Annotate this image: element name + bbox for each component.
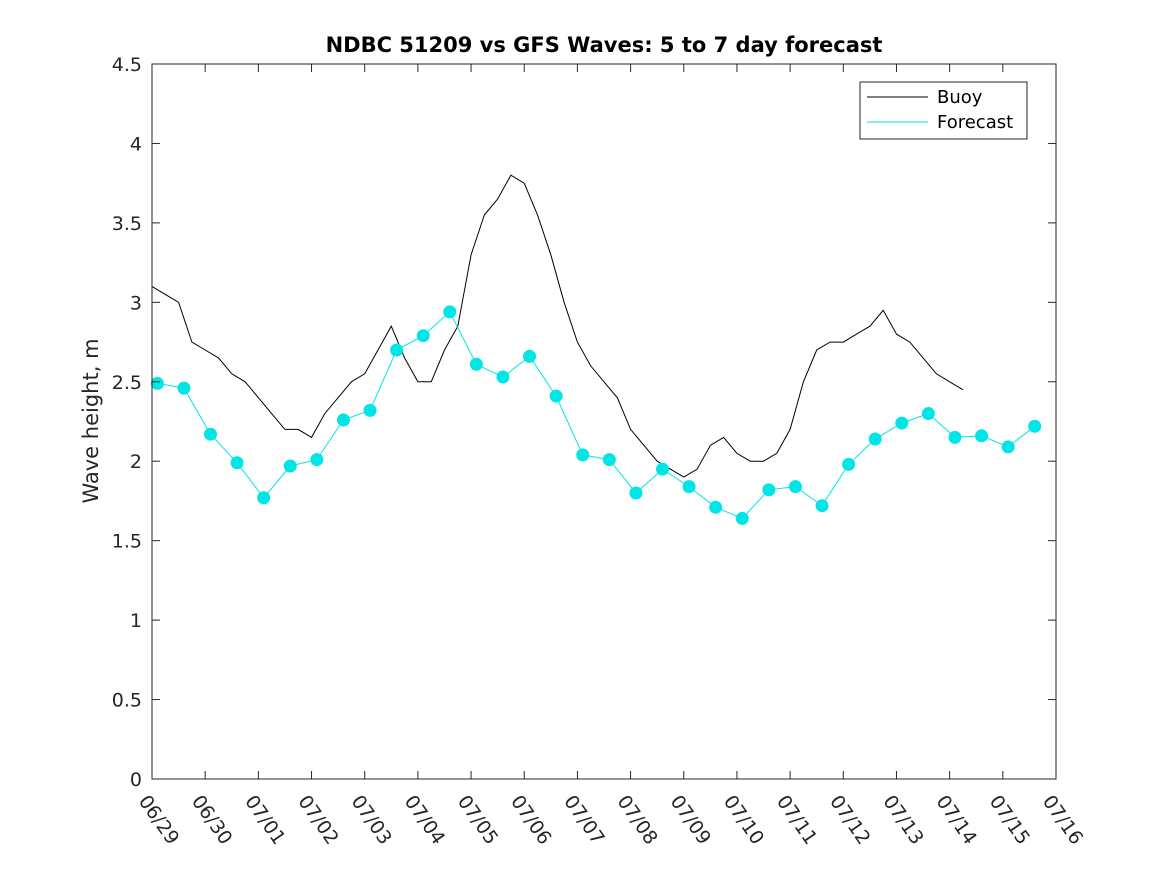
forecast-point (576, 448, 590, 462)
forecast-point (868, 432, 882, 446)
series-line-forecast (157, 311, 1036, 519)
forecast-point (230, 456, 244, 470)
forecast-point (975, 429, 989, 443)
forecast-point (735, 511, 749, 525)
forecast-point (523, 349, 537, 363)
forecast-point (257, 491, 271, 505)
y-tick-label: 1.5 (112, 531, 142, 553)
series-line-buoy (151, 174, 964, 478)
forecast-point (177, 381, 191, 395)
y-tick-label: 2.5 (112, 372, 142, 394)
forecast-point (842, 457, 856, 471)
y-axis-label: Wave height, m (79, 338, 103, 503)
legend-label-forecast: Forecast (937, 112, 1013, 133)
forecast-point (150, 376, 164, 390)
y-tick-label: 3.5 (112, 213, 142, 235)
legend-box (859, 81, 1028, 140)
forecast-point (921, 407, 935, 421)
forecast-point (283, 459, 297, 473)
y-tick-label: 1 (130, 610, 142, 632)
forecast-point (709, 500, 723, 514)
forecast-point (416, 329, 430, 343)
forecast-point (629, 486, 643, 500)
forecast-point (1001, 440, 1015, 454)
forecast-point (895, 416, 909, 430)
forecast-point (788, 480, 802, 494)
forecast-point (443, 305, 457, 319)
plot-area (152, 64, 1056, 779)
y-tick-label: 0.5 (112, 690, 142, 712)
forecast-point (602, 453, 616, 467)
y-tick-label: 0 (130, 769, 142, 791)
forecast-point (655, 462, 669, 476)
forecast-point (390, 343, 404, 357)
forecast-point (1028, 419, 1042, 433)
y-tick-label: 2 (130, 451, 142, 473)
y-tick-label: 4.5 (112, 54, 142, 76)
forecast-point (310, 453, 324, 467)
legend-label-buoy: Buoy (937, 87, 983, 108)
forecast-point (496, 370, 510, 384)
forecast-point (815, 499, 829, 513)
forecast-point (682, 480, 696, 494)
forecast-point (549, 389, 563, 403)
axes-box (151, 63, 1057, 780)
forecast-point (203, 427, 217, 441)
forecast-point (363, 403, 377, 417)
y-tick-label: 4 (130, 133, 142, 155)
legend: Buoy Forecast (859, 81, 1028, 140)
forecast-point (469, 357, 483, 371)
forecast-point (336, 413, 350, 427)
forecast-point (948, 430, 962, 444)
forecast-point (762, 483, 776, 497)
y-tick-label: 3 (130, 292, 142, 314)
chart-title: NDBC 51209 vs GFS Waves: 5 to 7 day fore… (326, 33, 883, 57)
series-layer (150, 174, 1042, 525)
